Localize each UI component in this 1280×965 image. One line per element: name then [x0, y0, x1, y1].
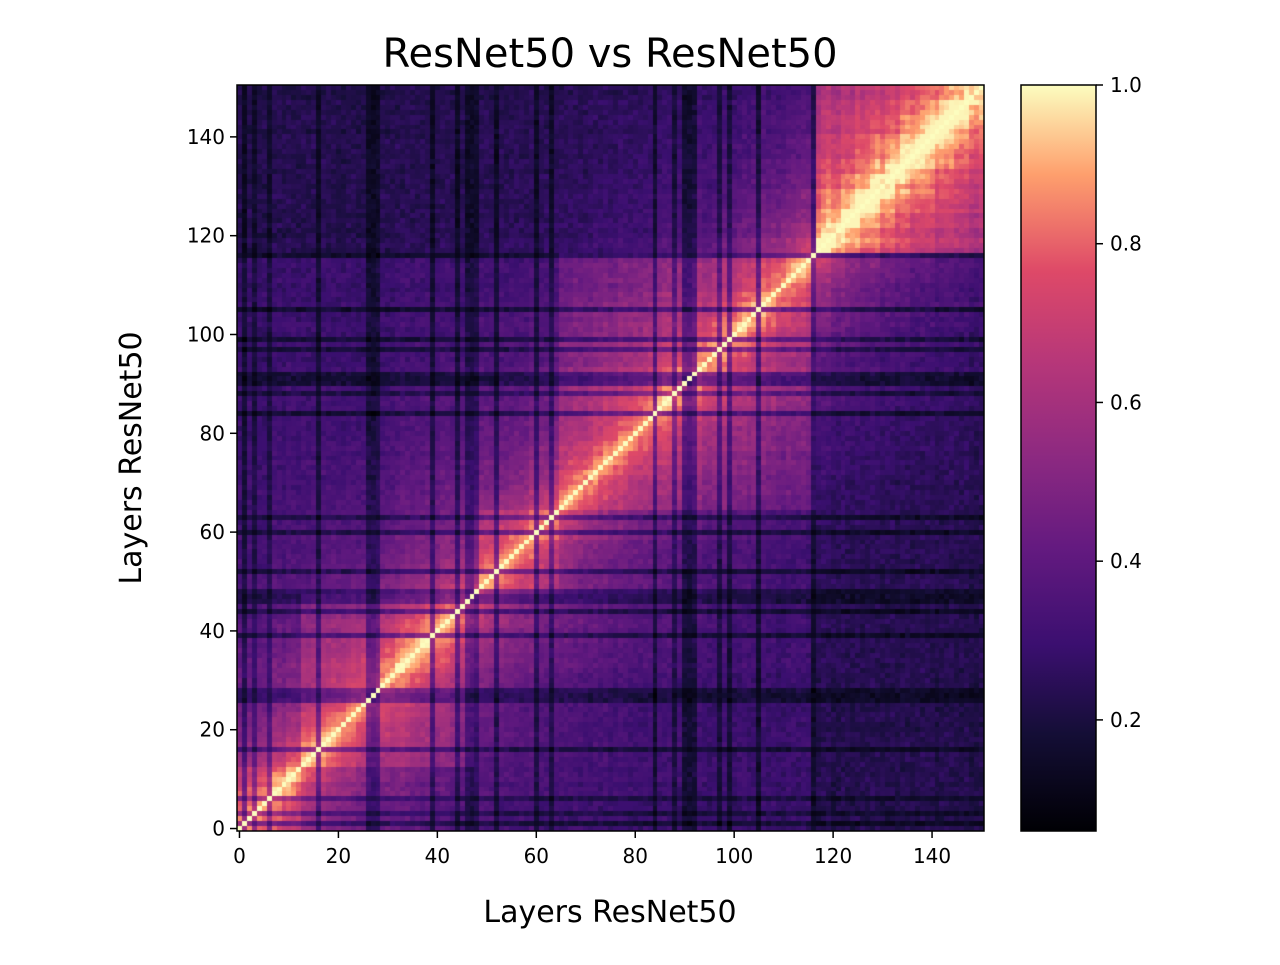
x-tick-label: 100 — [715, 844, 753, 868]
x-axis-label: Layers ResNet50 — [483, 895, 736, 930]
colorbar-tick-label: 0.6 — [1110, 390, 1142, 414]
x-tick-label: 60 — [524, 844, 549, 868]
y-tick-label: 60 — [200, 520, 225, 544]
colorbar-tick-label: 1.0 — [1110, 73, 1142, 97]
y-tick-label: 120 — [187, 224, 225, 248]
plot-frame — [236, 84, 985, 832]
x-tick-label: 140 — [913, 844, 951, 868]
x-tick-label: 80 — [623, 844, 648, 868]
x-tick-label: 120 — [814, 844, 852, 868]
y-axis-label: Layers ResNet50 — [114, 331, 149, 584]
colorbar-tick-label: 0.4 — [1110, 549, 1142, 573]
colorbar-tick-label: 0.8 — [1110, 232, 1142, 256]
chart-title: ResNet50 vs ResNet50 — [382, 31, 837, 77]
y-tick-label: 40 — [200, 619, 225, 643]
x-tick-label: 40 — [425, 844, 450, 868]
x-axis-ticks: 0 20 40 60 80 100 120 140 — [233, 831, 951, 868]
colorbar-ticks: 0.2 0.4 0.6 0.8 1.0 — [1096, 73, 1142, 732]
y-tick-label: 20 — [200, 718, 225, 742]
colorbar-tick-label: 0.2 — [1110, 708, 1142, 732]
x-tick-label: 20 — [326, 844, 351, 868]
y-tick-label: 0 — [212, 817, 225, 841]
y-tick-label: 80 — [200, 421, 225, 445]
heatmap-cells — [237, 85, 984, 831]
colorbar — [1020, 84, 1097, 832]
y-tick-label: 140 — [187, 125, 225, 149]
y-axis-ticks: 0 20 40 60 80 100 120 140 — [187, 125, 237, 841]
x-tick-label: 0 — [233, 844, 246, 868]
y-tick-label: 100 — [187, 322, 225, 346]
